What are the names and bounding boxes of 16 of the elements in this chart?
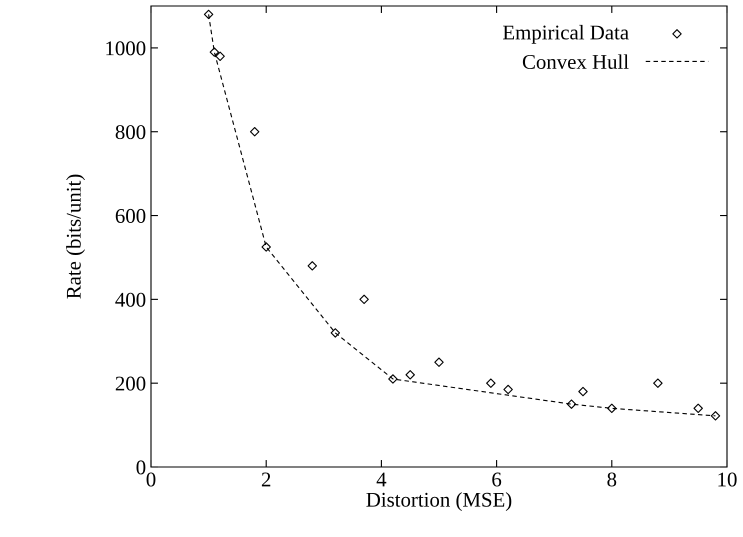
x-tick-label: 0	[146, 472, 156, 487]
x-tick-label: 10	[718, 472, 737, 487]
y-tick-label: 400	[115, 292, 146, 307]
y-tick-label: 600	[116, 208, 146, 223]
x-axis-title: Distortion (MSE)	[366, 492, 512, 512]
y-tick-label: 0	[136, 460, 146, 474]
legend-label: Convex Hull	[522, 54, 629, 69]
y-axis-title: Rate (bits/unit)	[66, 174, 86, 299]
x-tick-label: 6	[492, 472, 502, 487]
y-tick-label: 1000	[106, 41, 146, 56]
y-tick-label: 200	[116, 376, 146, 391]
x-tick-label: 8	[607, 472, 616, 487]
x-tick-label: 2	[262, 472, 270, 486]
legend-label: Empirical Data	[503, 24, 629, 44]
y-tick-label: 800	[116, 125, 146, 140]
x-tick-label: 4	[376, 472, 386, 486]
